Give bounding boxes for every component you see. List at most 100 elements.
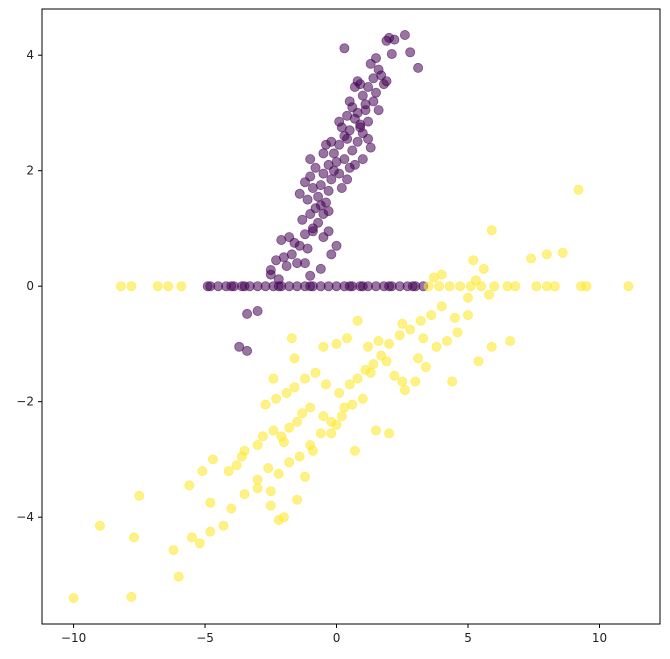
data-point-series-1-109 <box>163 281 174 292</box>
data-point-series-1-124 <box>623 281 634 292</box>
data-point-series-1-110 <box>176 281 187 292</box>
data-point-series-1-87 <box>252 474 263 485</box>
x-tick-label: 10 <box>592 631 607 645</box>
data-point-series-1-67 <box>318 341 329 352</box>
data-point-series-1-114 <box>455 281 466 292</box>
data-point-series-1-78 <box>431 341 442 352</box>
data-point-series-1-50 <box>394 330 405 341</box>
data-point-series-0-40 <box>357 154 368 165</box>
data-point-series-1-6 <box>128 532 139 543</box>
data-point-series-1-68 <box>331 338 342 349</box>
data-point-series-0-81 <box>265 269 276 280</box>
data-point-series-1-131 <box>418 333 429 344</box>
data-point-series-1-2 <box>173 571 184 582</box>
data-point-series-1-98 <box>236 451 247 462</box>
x-tick-label: −10 <box>61 631 86 645</box>
data-point-series-1-10 <box>218 520 229 531</box>
data-point-series-0-133 <box>202 281 213 292</box>
data-point-series-0-54 <box>307 182 318 193</box>
data-point-series-1-61 <box>541 249 552 260</box>
data-point-series-0-139 <box>357 281 368 292</box>
data-point-series-0-46 <box>342 174 353 185</box>
data-point-series-1-52 <box>415 315 426 326</box>
data-point-series-0-138 <box>344 281 355 292</box>
data-point-series-1-74 <box>389 370 400 381</box>
data-point-series-1-116 <box>476 281 487 292</box>
data-point-series-0-73 <box>302 243 313 254</box>
data-point-series-0-55 <box>299 177 310 188</box>
data-point-series-1-93 <box>315 428 326 439</box>
data-point-series-1-18 <box>265 500 276 511</box>
data-point-series-1-126 <box>468 255 479 266</box>
data-point-series-1-86 <box>413 353 424 364</box>
data-point-series-1-99 <box>223 465 234 476</box>
data-point-series-1-63 <box>573 184 584 195</box>
data-point-series-1-101 <box>307 445 318 456</box>
data-point-series-0-48 <box>318 168 329 179</box>
data-point-series-1-96 <box>347 399 358 410</box>
data-point-series-0-66 <box>299 229 310 240</box>
data-point-series-1-65 <box>289 353 300 364</box>
data-point-series-0-76 <box>271 255 282 266</box>
data-point-series-1-32 <box>318 411 329 422</box>
data-point-series-1-36 <box>260 399 271 410</box>
data-point-series-0-63 <box>297 214 308 225</box>
data-point-series-1-14 <box>205 497 216 508</box>
data-point-series-1-60 <box>526 253 537 264</box>
data-point-series-0-72 <box>276 234 287 245</box>
data-point-series-1-24 <box>252 439 263 450</box>
data-point-series-1-21 <box>292 494 303 505</box>
data-point-series-1-31 <box>305 402 316 413</box>
plot-frame <box>41 8 661 625</box>
x-tick-label: 5 <box>464 631 472 645</box>
data-point-series-1-29 <box>292 416 303 427</box>
data-point-series-1-106 <box>126 281 137 292</box>
data-point-series-0-42 <box>318 148 329 159</box>
data-point-series-0-27 <box>342 110 353 121</box>
data-point-series-0-53 <box>336 182 347 193</box>
data-point-series-1-89 <box>273 468 284 479</box>
data-point-series-0-44 <box>326 136 337 147</box>
data-point-series-1-88 <box>263 463 274 474</box>
data-point-series-1-115 <box>465 281 476 292</box>
data-point-series-1-44 <box>344 379 355 390</box>
data-point-series-1-128 <box>428 272 439 283</box>
data-point-series-1-7 <box>194 538 205 549</box>
data-point-series-0-136 <box>273 281 284 292</box>
y-axis: −4 −2 0 2 4 <box>16 48 42 524</box>
data-point-series-1-39 <box>289 382 300 393</box>
data-point-series-0-68 <box>323 226 334 237</box>
data-point-series-1-123 <box>581 281 592 292</box>
data-point-series-0-84 <box>315 263 326 274</box>
data-point-series-0-47 <box>326 174 337 185</box>
data-point-series-0-99 <box>328 165 339 176</box>
data-point-series-1-85 <box>447 376 458 387</box>
data-point-series-1-66 <box>268 373 279 384</box>
data-point-series-0-100 <box>352 76 363 87</box>
data-point-series-0-90 <box>242 345 253 356</box>
data-point-series-1-28 <box>284 422 295 433</box>
data-point-series-1-30 <box>297 408 308 419</box>
y-tick-label: 4 <box>26 48 34 62</box>
x-axis: −10 −5 0 5 10 <box>61 624 607 645</box>
data-point-series-1-83 <box>486 341 497 352</box>
data-point-series-1-20 <box>273 515 284 526</box>
data-point-series-1-41 <box>310 367 321 378</box>
data-point-series-0-49 <box>310 162 321 173</box>
data-point-series-1-26 <box>268 425 279 436</box>
data-point-series-1-8 <box>186 532 197 543</box>
data-point-series-0-95 <box>355 119 366 130</box>
data-point-series-1-5 <box>134 490 145 501</box>
y-tick-label: −4 <box>16 510 34 524</box>
data-point-series-0-59 <box>294 188 305 199</box>
data-point-series-1-129 <box>484 289 495 300</box>
data-point-series-1-56 <box>462 292 473 303</box>
data-point-series-0-98 <box>342 133 353 144</box>
data-point-series-0-56 <box>313 191 324 202</box>
data-point-series-0-6 <box>413 62 424 73</box>
data-point-series-1-97 <box>357 393 368 404</box>
data-point-series-1-47 <box>368 359 379 370</box>
data-point-series-1-38 <box>281 387 292 398</box>
data-point-series-0-134 <box>226 281 237 292</box>
